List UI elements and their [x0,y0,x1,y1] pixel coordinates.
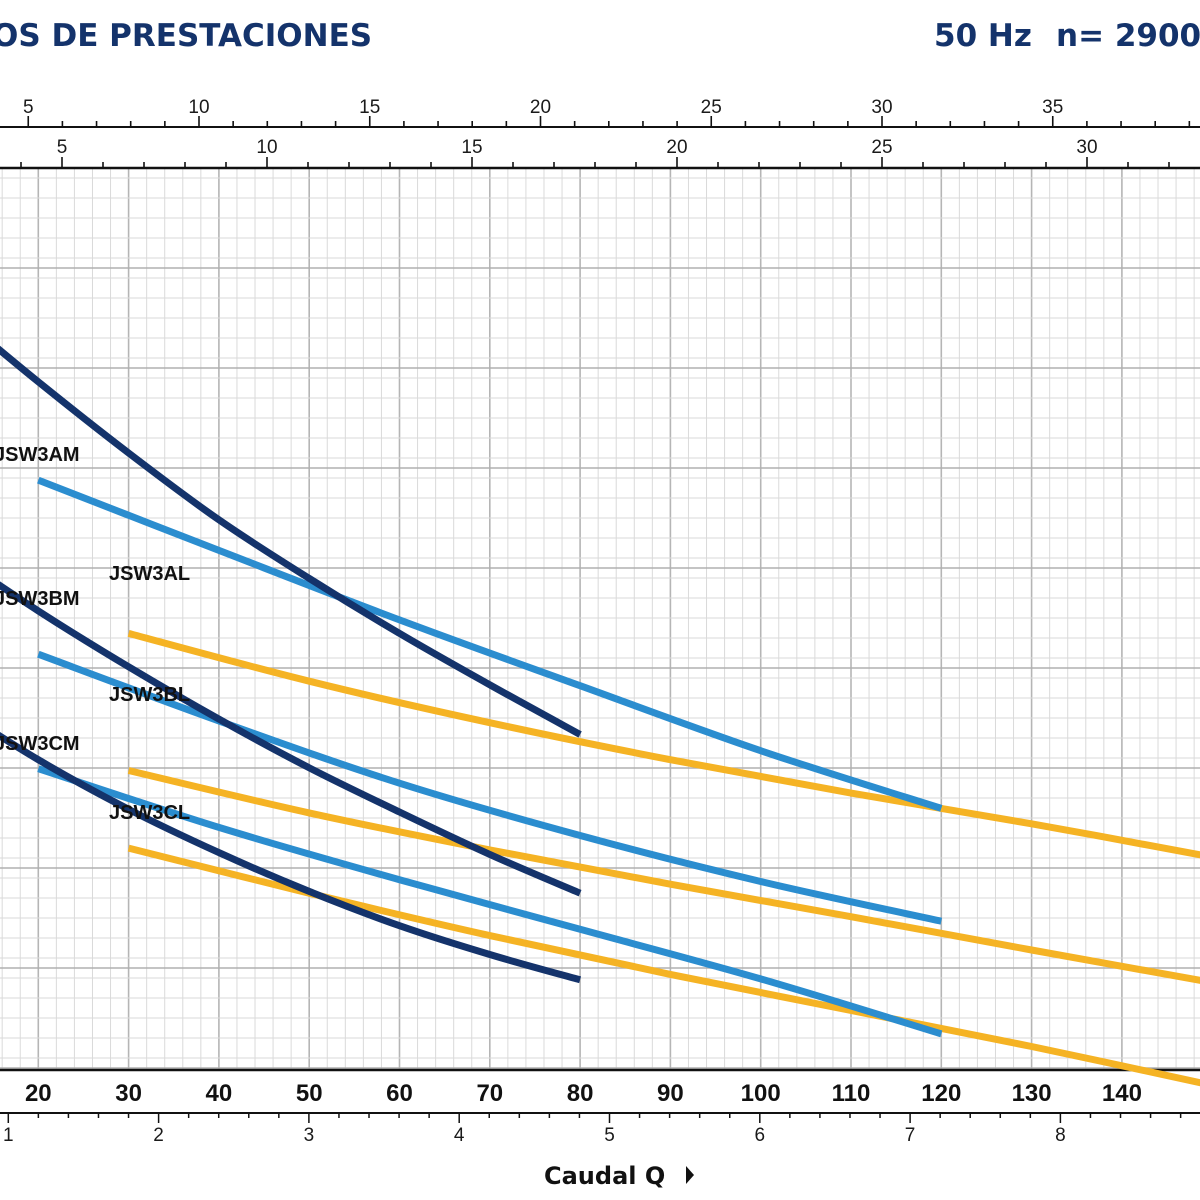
x-tick-label: 140 [1102,1080,1142,1107]
x-tick-label: 60 [386,1080,413,1107]
x-tick-label: 70 [476,1080,503,1107]
series-label-jsw3bm: JSW3BM [0,588,80,610]
bottom-sub-label: 8 [1055,1125,1066,1146]
top-scale-1-label: 5 [23,97,34,118]
arrow-right-icon [686,1166,694,1184]
top-scale-1-label: 15 [359,97,380,118]
top-scale-1-label: 30 [871,97,892,118]
top-scale-2-label: 25 [871,137,892,158]
top-scale-2-label: 10 [256,137,277,158]
x-tick-label: 20 [25,1080,52,1107]
speed-label: n= 2900 r [1056,18,1200,54]
top-scale-2-label: 30 [1076,137,1097,158]
x-tick-label: 130 [1012,1080,1052,1107]
series-label-jsw3cl: JSW3CL [109,802,190,824]
x-axis-label: Caudal Q [544,1162,665,1190]
bottom-sub-label: 1 [3,1125,14,1146]
x-tick-label: 90 [657,1080,684,1107]
frequency-label: 50 Hz [934,18,1032,54]
chart-title: OS DE PRESTACIONES [0,18,372,54]
series-jsw3ah [0,345,582,738]
bottom-sub-label: 4 [454,1125,465,1146]
bottom-scales: 2030405060708090100110120130140112345678 [0,1080,1200,1146]
series-label-jsw3am: JSW3AM [0,444,80,466]
bottom-sub-label: 5 [604,1125,615,1146]
top-scales: 5 10 15 20 25 30 35 5 10 15 20 25 30 [0,97,1200,169]
series-jsw3bh [0,581,582,897]
series-label-jsw3cm: JSW3CM [0,733,80,755]
x-tick-label: 120 [921,1080,961,1107]
series-jsw3am [37,476,943,812]
series-jsw3bl [127,767,1200,984]
series-jsw3ch [0,732,582,984]
bottom-sub-label: 3 [304,1125,315,1146]
x-tick-label: 40 [206,1080,233,1107]
top-scale-1-label: 35 [1042,97,1063,118]
x-tick-label: 80 [567,1080,594,1107]
x-tick-label: 110 [832,1080,871,1107]
top-scale-2-label: 15 [461,137,482,158]
series-jsw3al [127,630,1200,859]
series-layer [0,345,1200,1087]
x-tick-label: 100 [741,1080,781,1107]
top-scale-1-label: 25 [701,97,722,118]
top-scale-1-label: 20 [530,97,551,118]
series-jsw3bm [37,650,943,925]
bottom-sub-label: 6 [755,1125,766,1146]
top-scale-2-label: 20 [666,137,687,158]
top-scale-1-label: 10 [188,97,209,118]
x-tick-label: 50 [296,1080,323,1107]
top-scale-2-label: 5 [57,137,68,158]
bottom-sub-label: 7 [905,1125,916,1146]
plot-grid [0,166,1200,1072]
series-labels: JSW3AM JSW3BM JSW3CM JSW3AL JSW3BL JSW3CL [0,444,190,824]
bottom-sub-label: 2 [153,1125,164,1146]
series-jsw3cm [37,765,943,1038]
x-tick-label: 30 [115,1080,142,1107]
series-label-jsw3bl: JSW3BL [109,684,190,706]
series-label-jsw3al: JSW3AL [109,563,190,585]
